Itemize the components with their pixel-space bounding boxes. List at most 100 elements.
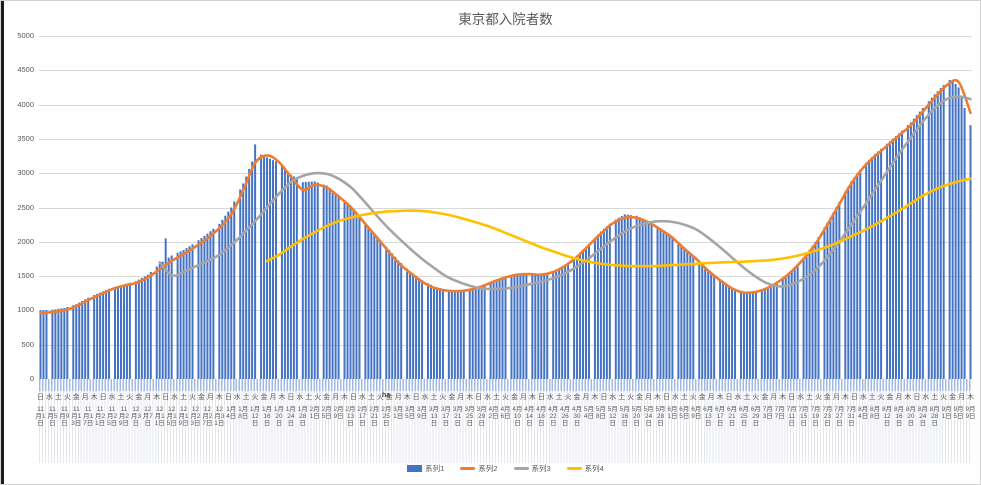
x-weekday-label: 土 — [680, 394, 688, 401]
x-weekday-label: 月 — [81, 394, 89, 401]
line-series-2[interactable] — [39, 78, 972, 315]
x-weekday-label: 土 — [493, 394, 501, 401]
x-weekday-label: 月 — [269, 394, 277, 401]
x-date-label: 5月20日 — [631, 406, 642, 427]
x-weekday-label: 金 — [197, 394, 205, 401]
x-date-label: 1月16日 — [261, 406, 273, 427]
x-weekday-label: 木 — [278, 394, 286, 401]
x-weekday-label: 土 — [931, 394, 939, 401]
x-weekday-label: 火 — [189, 394, 196, 401]
x-weekday-label: 火 — [752, 394, 760, 401]
x-date-label: 8月24日 — [917, 406, 928, 427]
legend-item[interactable]: 系列1 — [407, 463, 444, 474]
x-weekday-label: 水 — [859, 394, 867, 401]
y-tick-label: 1500 — [17, 271, 34, 281]
x-date-label: 12月15日 — [166, 406, 177, 427]
x-weekday-label: 木 — [528, 394, 536, 401]
x-weekday-label: 火 — [63, 394, 71, 401]
x-date-label: 6月1日 — [667, 406, 678, 420]
chart-title[interactable]: 東京都入院者数 — [458, 12, 553, 27]
x-weekday-label: 火 — [814, 394, 822, 401]
x-date-label: 6月5日 — [679, 406, 690, 420]
x-weekday-label: 月 — [394, 394, 402, 401]
x-date-label: 2月5日 — [321, 406, 332, 420]
x-date-label: 7月15日 — [798, 406, 809, 427]
x-weekday-label: 土 — [117, 394, 125, 401]
x-weekday-label: 水 — [734, 394, 742, 401]
x-weekday-label: 木 — [90, 394, 98, 401]
x-weekday-label: 月 — [519, 394, 527, 401]
x-date-label: 11月9日 — [59, 406, 70, 427]
plot-area[interactable] — [39, 36, 972, 379]
x-weekday-label: 火 — [376, 394, 384, 401]
y-axis[interactable]: 0 500 1000 1500 2000 2500 3000 3500 4000 4500 5000 — [1, 1, 35, 401]
legend-swatch-line — [566, 466, 582, 470]
x-weekday-label: 土 — [806, 394, 814, 401]
x-date-label: 7月3日 — [762, 406, 773, 420]
x-weekday-label: 日 — [600, 394, 608, 401]
x-weekday-label: 土 — [367, 394, 375, 401]
line-series-3[interactable] — [158, 95, 972, 291]
y-tick-label: 3000 — [17, 168, 34, 178]
x-date-label: 12月3日 — [130, 406, 141, 427]
x-date-label: 9月5日 — [953, 406, 964, 420]
x-weekday-label: 月 — [707, 394, 715, 401]
x-weekday-label: 月 — [332, 394, 340, 401]
legend-item[interactable]: 系列2 — [460, 463, 498, 474]
x-weekday-label: 木 — [591, 394, 599, 401]
x-date-label: 7月11日 — [786, 406, 797, 427]
x-date-label: 4月6日 — [500, 406, 511, 420]
x-weekday-label: 金 — [761, 394, 769, 401]
x-weekday-label: 木 — [841, 394, 849, 401]
x-date-label: 4月26日 — [560, 406, 571, 427]
x-weekday-label: 日 — [412, 394, 420, 401]
x-weekday-label: 日 — [287, 394, 295, 401]
x-weekday-label: 水 — [45, 394, 53, 401]
line-series-4[interactable] — [265, 177, 972, 268]
x-date-label: 2月9日 — [333, 406, 344, 420]
x-weekday-label: 水 — [922, 394, 930, 401]
x-date-label: 6月17日 — [715, 406, 726, 427]
x-weekday-label: 水 — [108, 394, 116, 401]
x-date-label: 4月18日 — [536, 406, 547, 427]
x-axis[interactable]: 日水土火金月木日水土火金月木日水土火金月木日水土火金月木日水土火金月木日水土火金… — [35, 391, 976, 463]
legend-item[interactable]: 系列3 — [513, 463, 551, 474]
x-date-label: 2月1日 — [309, 406, 320, 420]
x-weekday-label: 金 — [636, 394, 644, 401]
x-weekday-label: 金 — [949, 394, 957, 401]
x-weekday-label: 月 — [144, 394, 152, 401]
legend-item[interactable]: 系列4 — [566, 463, 604, 474]
y-tick-label: 500 — [21, 339, 34, 349]
x-date-label: 6月25日 — [738, 406, 750, 427]
x-weekday-label: 土 — [305, 394, 313, 401]
x-weekday-label: 月 — [582, 394, 590, 401]
x-date-label: 5月28日 — [655, 406, 666, 427]
x-weekday-label: 月 — [958, 394, 966, 401]
x-weekday-label: 火 — [627, 394, 635, 401]
x-weekday-label: 金 — [72, 394, 80, 401]
x-weekday-label: 水 — [671, 394, 679, 401]
x-weekday-label: 金 — [698, 394, 706, 401]
x-weekday-label: 木 — [716, 394, 724, 401]
x-date-label: 4月14日 — [524, 406, 535, 427]
x-date-label: 11月1日 — [35, 406, 46, 427]
x-weekday-label: 月 — [645, 394, 653, 401]
x-weekday-label: 金 — [385, 394, 393, 401]
x-weekday-label: 金 — [823, 394, 831, 401]
x-date-label: 1月8日 — [238, 406, 249, 420]
y-tick-label: 2500 — [17, 202, 34, 212]
x-weekday-label: 土 — [555, 394, 563, 401]
x-weekday-label: 火 — [439, 394, 447, 401]
x-date-label: 4月10日 — [512, 406, 523, 427]
legend[interactable]: 系列1 系列2 系列3 系列4 — [39, 462, 972, 474]
x-date-label: 2月17日 — [357, 406, 368, 427]
x-date-label: 7月31日 — [846, 406, 857, 427]
x-weekday-label: 水 — [546, 394, 554, 401]
x-weekday-label: 月 — [895, 394, 903, 401]
y-tick-label: 0 — [29, 374, 34, 383]
x-weekday-label: 木 — [466, 394, 474, 401]
bar-series[interactable] — [39, 79, 972, 379]
x-weekday-label: 月 — [206, 394, 214, 401]
x-weekday-label: 金 — [573, 394, 581, 401]
x-date-label: 8月20日 — [905, 406, 916, 427]
